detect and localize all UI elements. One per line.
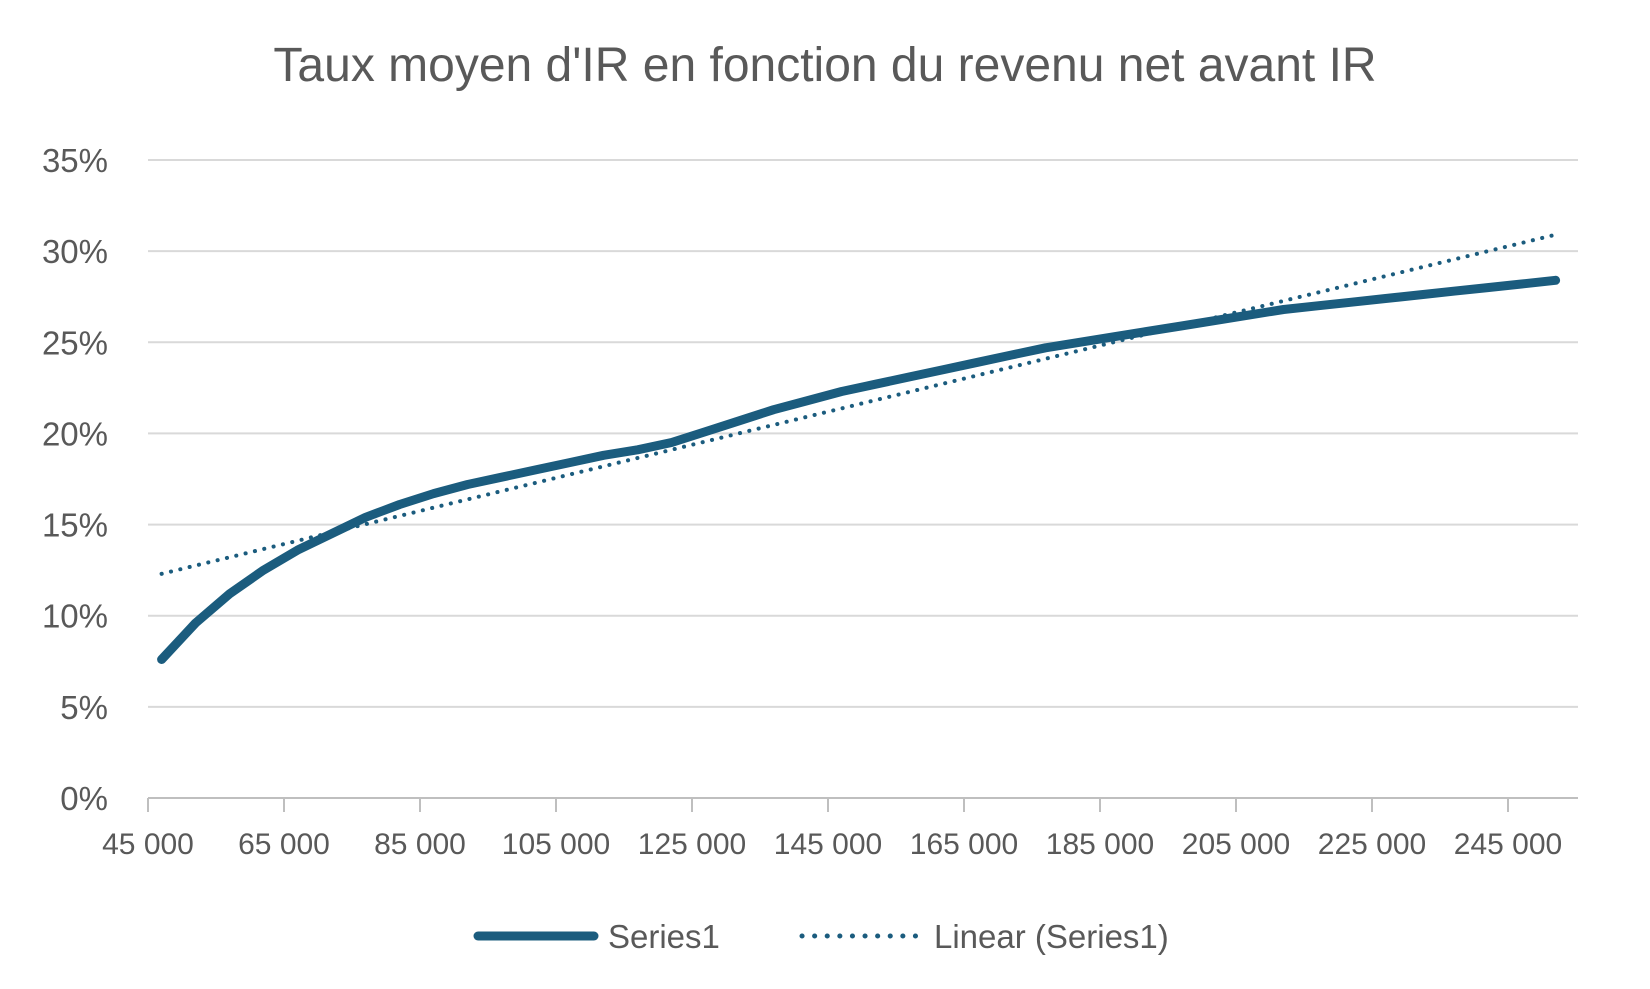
x-tick-label: 185 000 bbox=[1046, 828, 1154, 861]
series-layer bbox=[157, 232, 1561, 664]
y-tick-label: 35% bbox=[42, 142, 108, 179]
x-tick-label: 85 000 bbox=[374, 828, 466, 861]
trendline-series bbox=[159, 232, 1558, 576]
x-tick-label: 125 000 bbox=[638, 828, 746, 861]
x-tick-label: 245 000 bbox=[1454, 828, 1562, 861]
x-tick-label: 165 000 bbox=[910, 828, 1018, 861]
y-tick-label: 15% bbox=[42, 507, 108, 544]
legend-label: Series1 bbox=[608, 918, 720, 955]
y-tick-label: 10% bbox=[42, 598, 108, 635]
legend: Series1 Linear (Series1) bbox=[473, 918, 1169, 955]
x-tick-label: 225 000 bbox=[1318, 828, 1426, 861]
x-tick-label: 45 000 bbox=[102, 828, 194, 861]
chart-title: Taux moyen d'IR en fonction du revenu ne… bbox=[273, 39, 1377, 92]
data-series-line bbox=[157, 275, 1561, 664]
legend-label: Linear (Series1) bbox=[934, 918, 1169, 955]
grid-layer bbox=[148, 159, 1578, 708]
x-tick-label: 65 000 bbox=[238, 828, 330, 861]
y-tick-label: 25% bbox=[42, 324, 108, 361]
axis-layer: 0% 5% 10% 15% 20% 25% 30% 35% 45 000 65 000 85 000… bbox=[42, 142, 1578, 861]
y-tick-label: 5% bbox=[60, 689, 108, 726]
x-tick-label: 105 000 bbox=[502, 828, 610, 861]
x-tick-label: 145 000 bbox=[774, 828, 882, 861]
x-tick-label: 205 000 bbox=[1182, 828, 1290, 861]
y-tick-label: 20% bbox=[42, 415, 108, 452]
y-tick-label: 30% bbox=[42, 233, 108, 270]
y-tick-label: 0% bbox=[60, 780, 108, 817]
